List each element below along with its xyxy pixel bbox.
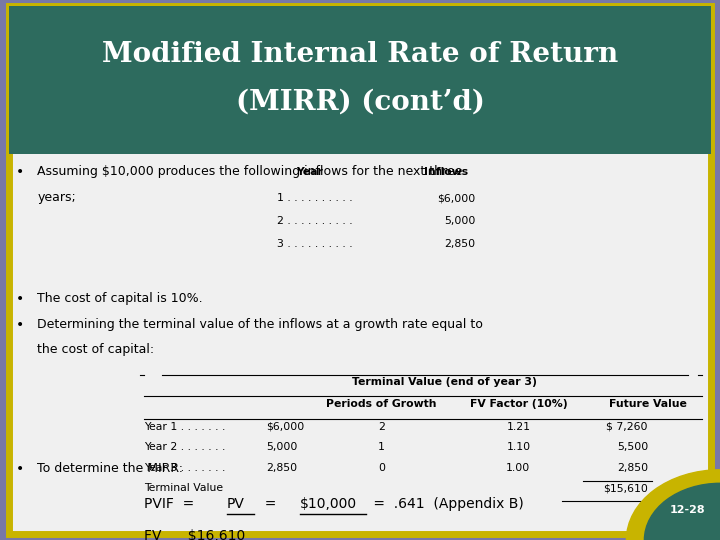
Text: 1.00: 1.00: [506, 463, 531, 473]
Text: 1.10: 1.10: [506, 442, 531, 453]
Text: 2 . . . . . . . . . .: 2 . . . . . . . . . .: [277, 216, 353, 226]
Text: $6,000: $6,000: [266, 422, 305, 432]
Text: Modified Internal Rate of Return: Modified Internal Rate of Return: [102, 40, 618, 68]
Text: 1: 1: [378, 442, 385, 453]
Text: Future Value: Future Value: [609, 399, 687, 409]
Text: •: •: [16, 165, 24, 179]
Text: •: •: [16, 292, 24, 306]
Text: •: •: [16, 318, 24, 332]
Text: PV: PV: [227, 497, 245, 511]
Text: years;: years;: [37, 191, 76, 204]
Text: FV Factor (10%): FV Factor (10%): [469, 399, 567, 409]
Text: $15,610: $15,610: [603, 483, 648, 494]
Text: 5,000: 5,000: [266, 442, 298, 453]
Text: •: •: [16, 462, 24, 476]
Text: PVIF  =: PVIF =: [144, 497, 199, 511]
FancyBboxPatch shape: [9, 6, 711, 154]
Text: (MIRR) (cont’d): (MIRR) (cont’d): [235, 89, 485, 116]
Text: 1.21: 1.21: [506, 422, 531, 432]
Text: To determine the MIRR:: To determine the MIRR:: [37, 462, 184, 475]
Text: Determining the terminal value of the inflows at a growth rate equal to: Determining the terminal value of the in…: [37, 318, 483, 330]
Wedge shape: [626, 470, 720, 540]
Text: =  .641  (Appendix B): = .641 (Appendix B): [369, 497, 523, 511]
FancyBboxPatch shape: [9, 6, 711, 534]
Text: =: =: [256, 497, 284, 511]
Text: $6,000: $6,000: [437, 193, 475, 204]
Text: 2,850: 2,850: [617, 463, 648, 473]
Text: Inflows: Inflows: [424, 167, 469, 178]
Text: $10,000: $10,000: [300, 497, 357, 511]
Text: Year 3 . . . . . . .: Year 3 . . . . . . .: [144, 463, 225, 473]
Text: Year 1 . . . . . . .: Year 1 . . . . . . .: [144, 422, 225, 432]
Text: 1 . . . . . . . . . .: 1 . . . . . . . . . .: [277, 193, 353, 204]
Text: Year 2 . . . . . . .: Year 2 . . . . . . .: [144, 442, 225, 453]
Text: 2,850: 2,850: [444, 239, 475, 249]
Text: FV      $16,610: FV $16,610: [144, 529, 246, 540]
Text: Terminal Value: Terminal Value: [144, 483, 223, 494]
Text: the cost of capital:: the cost of capital:: [37, 343, 155, 356]
Text: 2,850: 2,850: [266, 463, 297, 473]
Text: 3 . . . . . . . . . .: 3 . . . . . . . . . .: [277, 239, 353, 249]
Text: Terminal Value (end of year 3): Terminal Value (end of year 3): [352, 377, 537, 387]
Text: 5,000: 5,000: [444, 216, 475, 226]
Text: 12-28: 12-28: [670, 505, 706, 515]
Text: Assuming $10,000 produces the following inflows for the next three: Assuming $10,000 produces the following …: [37, 165, 463, 178]
Text: Periods of Growth: Periods of Growth: [326, 399, 437, 409]
Wedge shape: [644, 483, 720, 540]
Text: $ 7,260: $ 7,260: [606, 422, 648, 432]
Text: 0: 0: [378, 463, 385, 473]
Text: Year: Year: [296, 167, 323, 178]
Text: The cost of capital is 10%.: The cost of capital is 10%.: [37, 292, 203, 305]
Text: 5,500: 5,500: [617, 442, 648, 453]
Text: 2: 2: [378, 422, 385, 432]
